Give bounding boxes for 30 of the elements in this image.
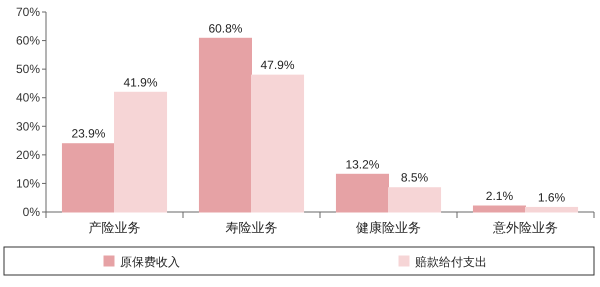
data-label: 8.5%: [400, 170, 429, 185]
x-tick-label: 健康险业务: [356, 220, 421, 235]
y-tick-label: 30%: [16, 119, 40, 134]
x-tick-label: 寿险业务: [226, 220, 278, 235]
data-label: 1.6%: [538, 190, 566, 204]
x-tick-label: 意外险业务: [492, 220, 558, 235]
y-tick-label: 50%: [16, 62, 40, 76]
data-label: 13.2%: [345, 157, 380, 172]
data-label: 2.1%: [486, 189, 514, 203]
bar: [114, 92, 168, 212]
y-tick-label: 40%: [16, 90, 40, 105]
y-tick-label: 70%: [16, 5, 40, 19]
data-label: 47.9%: [260, 58, 295, 72]
y-tick-label: 20%: [16, 148, 40, 162]
data-label: 23.9%: [71, 126, 106, 141]
bar: [336, 174, 389, 212]
y-tick-label: 0%: [22, 205, 40, 219]
bar: [62, 143, 115, 212]
x-tick-label: 产险业务: [88, 220, 140, 235]
legend-label: 赔款给付支出: [415, 255, 487, 269]
data-label: 60.8%: [208, 21, 243, 36]
bar: [525, 206, 578, 212]
y-tick-label: 60%: [16, 34, 40, 48]
bar: [251, 74, 304, 212]
bar: [388, 187, 442, 212]
bar: [472, 206, 526, 212]
bar: [198, 38, 252, 212]
legend-label: 原保费收入: [120, 255, 180, 269]
y-tick-label: 10%: [16, 176, 40, 190]
data-label: 41.9%: [124, 75, 158, 90]
